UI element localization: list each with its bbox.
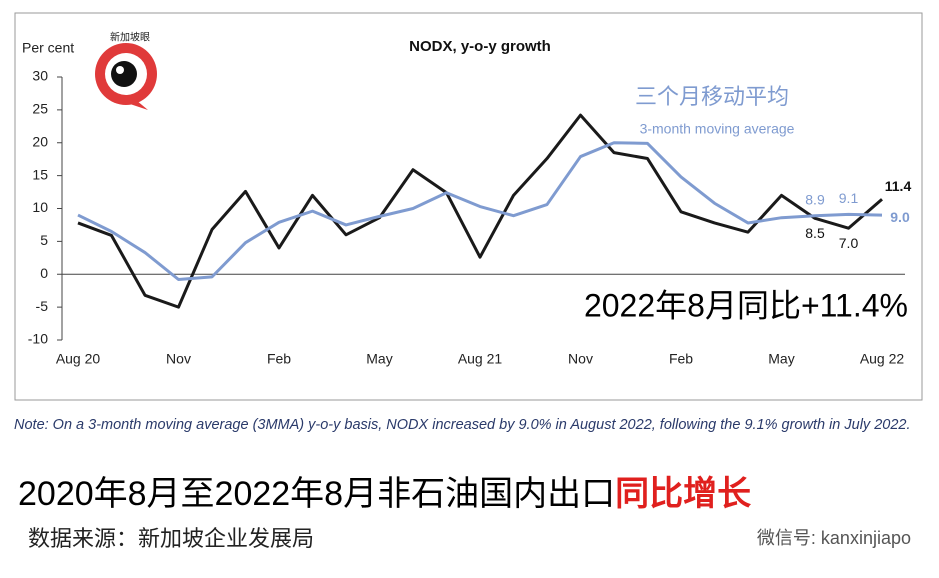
x-tick-label: Aug 21 [458,351,503,367]
logo-text: 新加坡眼 [110,31,150,44]
x-tick-label: Feb [669,351,693,367]
logo-glint [116,66,124,74]
series-line [77,113,883,309]
source: 数据来源：新加坡企业发展局 [28,526,315,551]
y-tick-label: 20 [32,133,48,149]
annotation-headline: 2022年8月同比+11.4% [584,287,908,323]
chart: Per cent NODX, y-o-y growth 三个月移动平均 3-mo… [14,12,923,401]
x-tick-label: Feb [267,351,291,367]
x-tick-label: May [366,351,392,367]
x-tick-label: May [768,351,794,367]
series-line [77,141,883,282]
y-tick-label: 25 [32,101,48,117]
logo-tail [130,100,148,110]
value-label: 9.1 [839,190,859,206]
y-tick-label: 15 [32,166,48,182]
headline-highlight: 同比增长 [615,475,752,513]
x-tick-label: Nov [568,351,593,367]
x-tick-label: Aug 20 [56,351,101,367]
headline: 2020年8月至2022年8月非石油国内出口同比增长 [18,466,751,515]
chart-title: NODX, y-o-y growth [409,38,551,55]
note: Note: On a 3-month moving average (3MMA)… [14,417,911,433]
value-label: 9.0 [890,209,910,225]
x-tick-label: Nov [166,351,191,367]
y-tick-label: 5 [40,232,48,248]
headline-text: 2020年8月至2022年8月非石油国内出口 [18,475,616,513]
watermark: 微信号: kanxinjiapo [756,528,911,548]
value-label: 7.0 [839,235,859,251]
x-tick-label: Aug 22 [860,351,905,367]
value-label: 8.5 [805,225,825,241]
y-tick-label: -5 [36,298,49,314]
y-tick-label: 0 [40,265,48,281]
logo-eye [111,61,137,87]
annotation-cn: 三个月移动平均 [635,84,789,109]
value-label: 11.4 [885,178,912,194]
y-tick-label: 10 [32,199,48,215]
y-tick-label: 30 [32,68,48,84]
logo: 新加坡眼 [95,31,157,110]
axis-label: Per cent [22,40,74,56]
series-label: 3-month moving average [640,121,795,137]
value-label: 8.9 [805,191,825,207]
y-tick-label: -10 [28,331,48,347]
